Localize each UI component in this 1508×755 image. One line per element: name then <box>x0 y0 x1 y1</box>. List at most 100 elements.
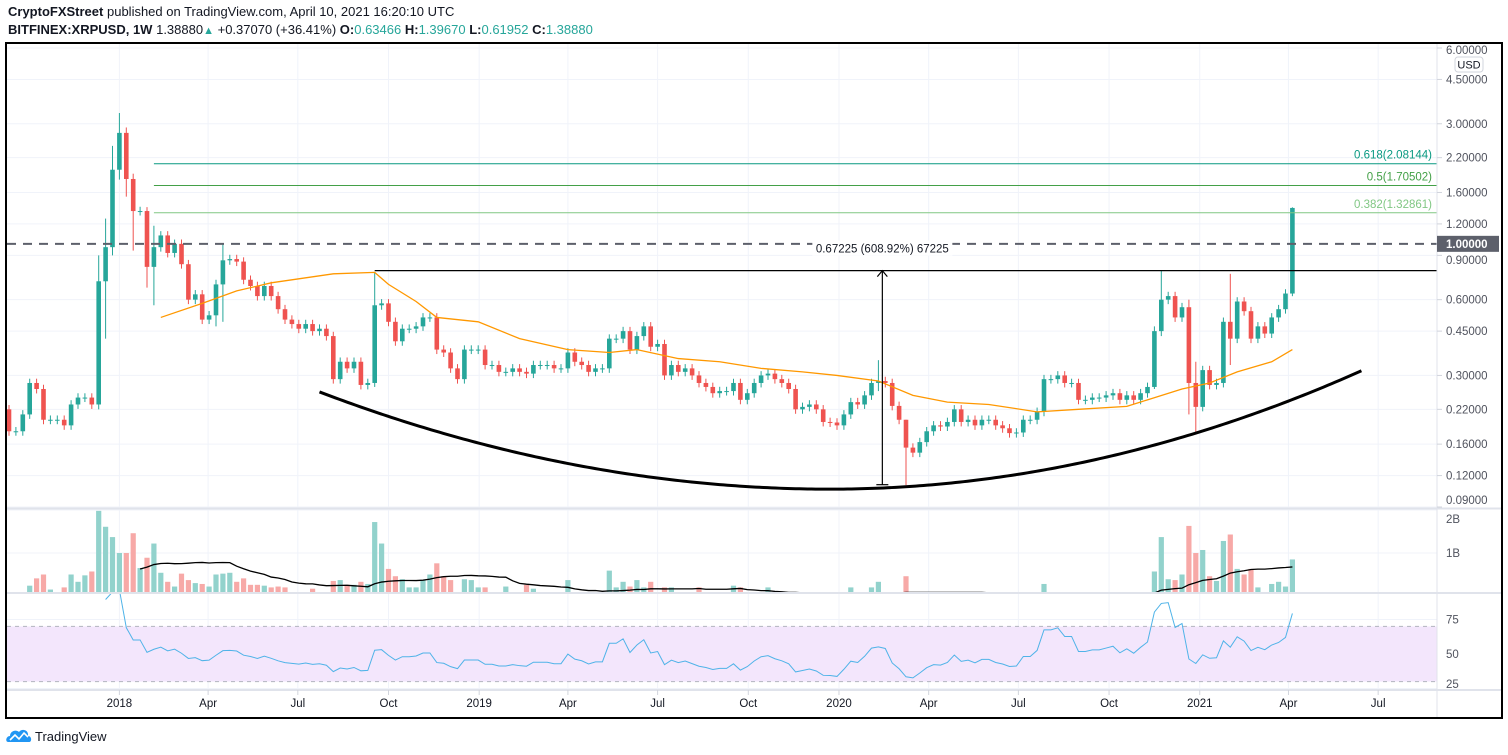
volume-bar <box>6 595 11 596</box>
candle <box>1221 317 1226 388</box>
candle <box>1090 393 1095 405</box>
candle <box>952 405 957 427</box>
candle <box>1110 388 1116 400</box>
volume-bar <box>503 586 509 592</box>
measure-arrow-icon <box>876 269 888 278</box>
candle-body <box>220 260 226 285</box>
triangle-up-icon: ▲ <box>203 25 214 37</box>
candle-body <box>896 405 902 420</box>
candle-body <box>1234 301 1240 339</box>
candle <box>551 360 557 373</box>
candle <box>1014 428 1019 438</box>
candle-body <box>406 328 412 330</box>
candle <box>958 405 964 427</box>
candle <box>1193 361 1199 434</box>
volume-bar <box>420 580 426 592</box>
volume-bar <box>192 583 198 592</box>
candle-body <box>20 414 26 432</box>
volume-bar <box>482 587 488 592</box>
candle-body <box>586 365 591 372</box>
volume-bar <box>358 581 364 592</box>
candle <box>68 400 74 430</box>
candle <box>1055 371 1061 384</box>
candle-body <box>34 382 39 389</box>
candle-body <box>738 382 743 400</box>
volume-bar <box>613 587 619 592</box>
candle <box>413 322 419 334</box>
candle-body <box>1076 382 1081 400</box>
volume-bar <box>1110 595 1115 596</box>
volume-bar <box>1131 595 1136 596</box>
candle-body <box>544 365 550 367</box>
candle <box>199 290 205 325</box>
volume-bar <box>1186 525 1192 592</box>
candle <box>365 378 371 390</box>
candle-body <box>241 261 246 280</box>
candle <box>524 367 529 379</box>
candle-body <box>213 284 219 316</box>
price-tick-label: 0.12000 <box>1446 471 1488 483</box>
candle <box>807 400 812 412</box>
volume-bar <box>793 595 798 596</box>
time-tick-label: Apr <box>559 698 577 710</box>
volume-bar <box>1104 595 1109 596</box>
volume-bar <box>1241 574 1247 592</box>
volume-bar <box>510 595 515 596</box>
candle <box>1241 297 1247 316</box>
candle-body <box>565 352 571 369</box>
volume-bar <box>82 575 88 592</box>
time-tick-label: Apr <box>1280 698 1298 710</box>
volume-bar <box>558 595 563 596</box>
volume-bar <box>379 543 385 592</box>
candle-body <box>386 303 391 322</box>
volume-bar <box>1124 595 1129 596</box>
price-pane[interactable]: 0.618(2.08144) 0.5(1.70502) 0.382(1.32861)… <box>7 113 1437 491</box>
rsi-pane[interactable] <box>7 590 1437 683</box>
candle-body <box>682 368 688 372</box>
candle-body <box>296 324 302 329</box>
volume-bar <box>1234 568 1240 592</box>
candle <box>841 410 847 430</box>
candle-body <box>462 349 467 380</box>
volume-bar <box>772 595 777 596</box>
candle <box>786 378 791 394</box>
candle-body <box>952 409 957 422</box>
measure-label-bg <box>812 240 953 256</box>
candle <box>765 369 771 380</box>
candle <box>130 173 136 251</box>
candle-body <box>758 375 764 383</box>
volume-bar <box>565 580 571 592</box>
candle <box>400 324 405 346</box>
candle-body <box>151 247 157 267</box>
candle-body <box>1159 299 1164 332</box>
candle <box>296 319 302 334</box>
tradingview-cloud-icon <box>6 729 32 742</box>
tradingview-logo[interactable]: TradingView <box>6 728 107 744</box>
publisher-name[interactable]: CryptoFXStreet <box>8 4 104 19</box>
candle <box>406 324 412 334</box>
candle-body <box>793 388 798 410</box>
candle <box>386 299 391 327</box>
candle <box>1255 322 1261 344</box>
candle <box>814 400 819 414</box>
volume-bar <box>875 581 881 592</box>
volume-bar <box>413 587 419 592</box>
candle-body <box>724 391 729 393</box>
volume-bar <box>55 595 60 596</box>
candle <box>1124 391 1130 405</box>
volume-bar <box>427 574 433 592</box>
candle <box>620 326 626 344</box>
candle-body <box>613 338 619 340</box>
candle-body <box>331 336 336 380</box>
volume-pane[interactable] <box>6 510 1295 596</box>
candle-body <box>282 309 288 320</box>
candle-body <box>1241 301 1247 312</box>
candle-body <box>1145 386 1150 394</box>
volume-tick-label: 2B <box>1446 514 1460 526</box>
low-label: L: <box>469 22 482 37</box>
candle <box>1021 415 1026 437</box>
candle <box>1159 270 1164 337</box>
candle <box>772 369 778 384</box>
volume-bar <box>1158 537 1164 592</box>
